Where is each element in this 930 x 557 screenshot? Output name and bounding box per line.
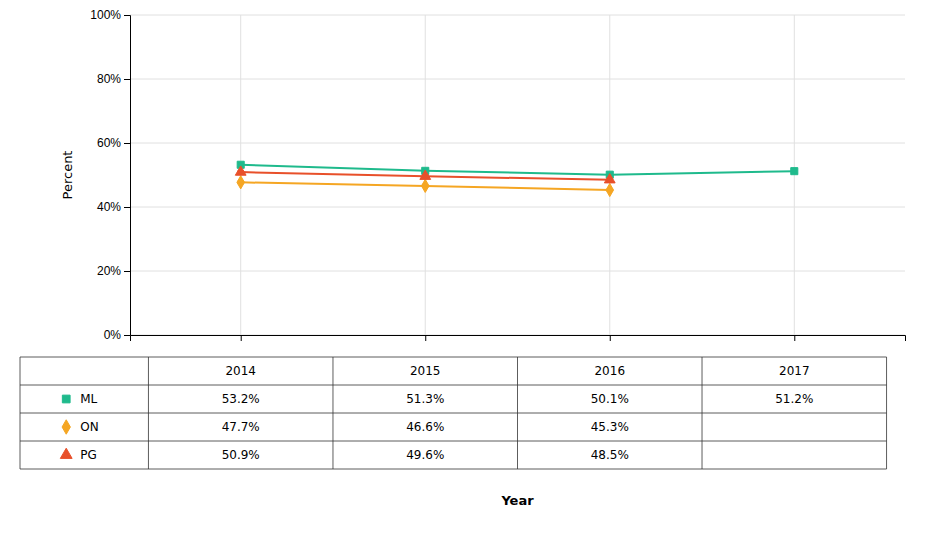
tick: 60% [97, 136, 130, 150]
grid-line [130, 15, 905, 16]
axis-line [131, 336, 906, 342]
table-border [886, 357, 887, 469]
table-border [702, 357, 703, 469]
chart: 0%20%40%60%80%100%Percent201420152016201… [0, 0, 930, 557]
tick-label: 80% [97, 72, 121, 86]
grid-line [130, 207, 905, 208]
table-header: 2017 [779, 364, 810, 378]
tick-label: 100% [90, 8, 121, 22]
tick: 0% [104, 328, 130, 342]
data-label: 48.5% [591, 448, 629, 462]
tick-mark [124, 335, 130, 336]
legend-marker [62, 420, 70, 434]
tick: 80% [97, 72, 130, 86]
table-header: 2014 [225, 364, 256, 378]
legend-marker [62, 395, 70, 403]
tick-mark [425, 335, 426, 341]
series [235, 166, 615, 183]
tick-mark [124, 143, 130, 144]
table-border [20, 357, 887, 358]
table-header: 2015 [410, 364, 441, 378]
data-label: 53.2% [222, 392, 260, 406]
table-border [332, 357, 333, 469]
axis-title: Year [500, 493, 534, 508]
data-label: 50.1% [591, 392, 629, 406]
tick [794, 335, 795, 341]
legend-label: ML [80, 392, 97, 406]
table-header: 2016 [594, 364, 625, 378]
table-border [148, 357, 149, 469]
data-label: 51.3% [406, 392, 444, 406]
grid-line [130, 143, 905, 144]
point [604, 174, 615, 183]
series [237, 161, 798, 178]
tick: 40% [97, 200, 130, 214]
axis-title: Percent [60, 151, 75, 200]
tick-mark [124, 15, 130, 16]
table: 2014 2015 2016 2017 ML 53.2% 51.3% 50.1% 51.2% ON… [20, 357, 887, 469]
grid-line [130, 79, 905, 80]
tick [610, 335, 611, 341]
point [235, 166, 246, 175]
point [606, 183, 614, 196]
table-border [517, 357, 518, 469]
legend-marker [60, 448, 72, 458]
tick-label: 20% [97, 264, 121, 278]
tick-label: 0% [104, 328, 122, 342]
table-border [20, 413, 887, 414]
legend-label: PG [80, 448, 97, 462]
table-border [20, 441, 887, 442]
plot-area [235, 161, 797, 196]
table-border [20, 357, 21, 469]
point [420, 170, 431, 179]
tick-mark [124, 271, 130, 272]
legend-label: ON [80, 420, 98, 434]
tick [425, 335, 426, 341]
table-border [20, 469, 887, 470]
grid-line [130, 271, 905, 272]
tick-mark [794, 335, 795, 341]
tick-label: 40% [97, 200, 121, 214]
table-border [20, 385, 887, 386]
data-label: 50.9% [222, 448, 260, 462]
tick-label: 60% [97, 136, 121, 150]
tick-mark [610, 335, 611, 341]
point [791, 168, 798, 175]
data-label: 46.6% [406, 420, 444, 434]
tick-mark [124, 207, 130, 208]
tick: 20% [97, 264, 130, 278]
axis-line [124, 16, 131, 336]
data-label: 49.6% [406, 448, 444, 462]
x-axis [131, 335, 906, 341]
point [237, 176, 245, 189]
data-label: 51.2% [775, 392, 813, 406]
tick [241, 335, 242, 341]
data-label: 47.7% [222, 420, 260, 434]
tick-mark [241, 335, 242, 341]
tick-mark [124, 79, 130, 80]
data-label: 45.3% [591, 420, 629, 434]
y-axis: 0% 20% 40% 60% 80% 100% [90, 8, 130, 342]
point [421, 179, 429, 192]
grid [130, 15, 905, 335]
tick: 100% [90, 8, 130, 22]
